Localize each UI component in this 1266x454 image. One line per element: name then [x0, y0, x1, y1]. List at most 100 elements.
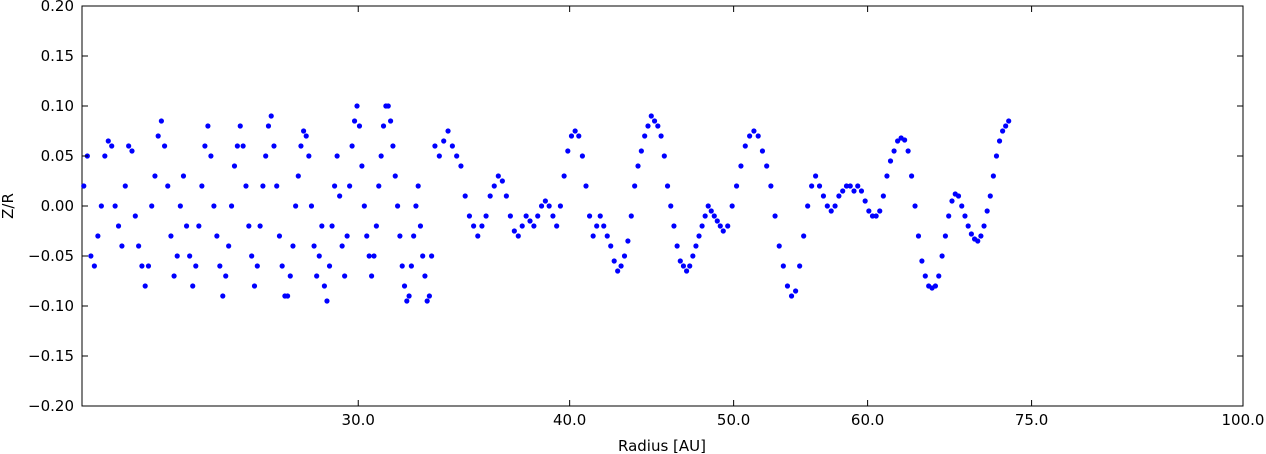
data-point	[862, 198, 868, 204]
data-point	[601, 223, 607, 229]
data-point	[394, 203, 401, 209]
data-point	[109, 143, 115, 149]
data-point	[466, 213, 473, 219]
data-point	[287, 273, 293, 279]
data-point	[158, 118, 164, 124]
data-point	[284, 293, 291, 299]
data-point	[420, 253, 426, 259]
data-point	[843, 183, 850, 189]
data-point	[190, 283, 196, 289]
data-point	[880, 193, 886, 199]
data-point	[295, 173, 301, 179]
data-point	[618, 263, 624, 269]
data-point	[132, 213, 138, 219]
data-point	[711, 213, 717, 219]
data-point	[683, 268, 690, 274]
data-point	[314, 273, 320, 279]
data-point	[939, 253, 945, 259]
data-point	[751, 128, 757, 134]
data-point	[557, 203, 564, 209]
data-point	[205, 123, 211, 129]
data-point	[729, 203, 735, 209]
data-point	[968, 231, 974, 237]
data-point	[311, 243, 317, 249]
data-point	[993, 153, 1000, 159]
data-point	[136, 243, 142, 249]
data-point	[590, 233, 596, 239]
data-point	[664, 183, 671, 189]
data-point	[687, 263, 693, 269]
data-point	[1003, 123, 1009, 129]
data-point	[813, 173, 819, 179]
y-tick-label: 0.15	[41, 47, 74, 65]
data-point	[220, 293, 226, 299]
data-point	[708, 208, 714, 214]
data-point	[234, 143, 240, 149]
data-point	[298, 143, 304, 149]
data-point	[714, 218, 720, 224]
data-point	[422, 273, 428, 279]
data-point	[165, 183, 171, 189]
data-point	[499, 178, 505, 184]
data-point	[725, 223, 731, 229]
y-tick-label: 0.05	[41, 147, 74, 165]
data-point	[319, 223, 325, 229]
data-point	[324, 298, 330, 304]
y-tick-label: 0.10	[41, 97, 74, 115]
data-point	[922, 273, 928, 279]
data-point	[658, 133, 664, 139]
data-point	[193, 263, 199, 269]
data-point	[115, 223, 122, 229]
data-point	[915, 233, 922, 239]
data-point	[246, 223, 252, 229]
data-point	[392, 173, 398, 179]
data-point	[475, 233, 481, 239]
data-point	[495, 173, 501, 179]
data-point	[538, 203, 545, 209]
data-point	[671, 223, 677, 229]
data-point	[142, 283, 148, 289]
data-point	[300, 128, 307, 134]
data-point	[126, 143, 132, 149]
data-point	[625, 238, 631, 244]
data-point	[511, 228, 517, 234]
data-point	[550, 213, 556, 219]
data-point	[274, 183, 280, 189]
data-point	[368, 273, 375, 279]
data-point	[342, 273, 348, 279]
data-point	[784, 283, 791, 289]
data-point	[347, 183, 353, 189]
data-point	[102, 153, 108, 159]
data-point	[349, 143, 355, 149]
data-point	[361, 203, 367, 209]
data-point	[449, 143, 455, 149]
data-point	[240, 143, 246, 149]
data-point	[359, 163, 365, 169]
data-point	[155, 133, 161, 139]
data-point	[645, 123, 651, 129]
data-point	[608, 243, 614, 249]
data-point	[411, 233, 417, 239]
data-point	[987, 193, 993, 199]
data-point	[397, 233, 403, 239]
data-point	[805, 203, 811, 209]
data-point	[877, 208, 883, 214]
data-point	[417, 223, 424, 229]
data-point	[491, 183, 497, 189]
data-point	[981, 223, 987, 229]
data-point	[801, 233, 807, 239]
data-point	[415, 183, 421, 189]
data-point	[586, 213, 593, 219]
data-point	[326, 263, 333, 269]
y-tick-label: 0.20	[41, 0, 74, 15]
data-point	[364, 233, 370, 239]
data-point	[271, 143, 277, 149]
data-point	[321, 283, 327, 289]
data-point	[535, 213, 541, 219]
data-point	[337, 193, 343, 199]
data-point	[180, 173, 187, 179]
data-point	[145, 263, 152, 269]
data-point	[674, 243, 680, 249]
data-point	[356, 123, 363, 129]
data-point	[260, 183, 266, 189]
